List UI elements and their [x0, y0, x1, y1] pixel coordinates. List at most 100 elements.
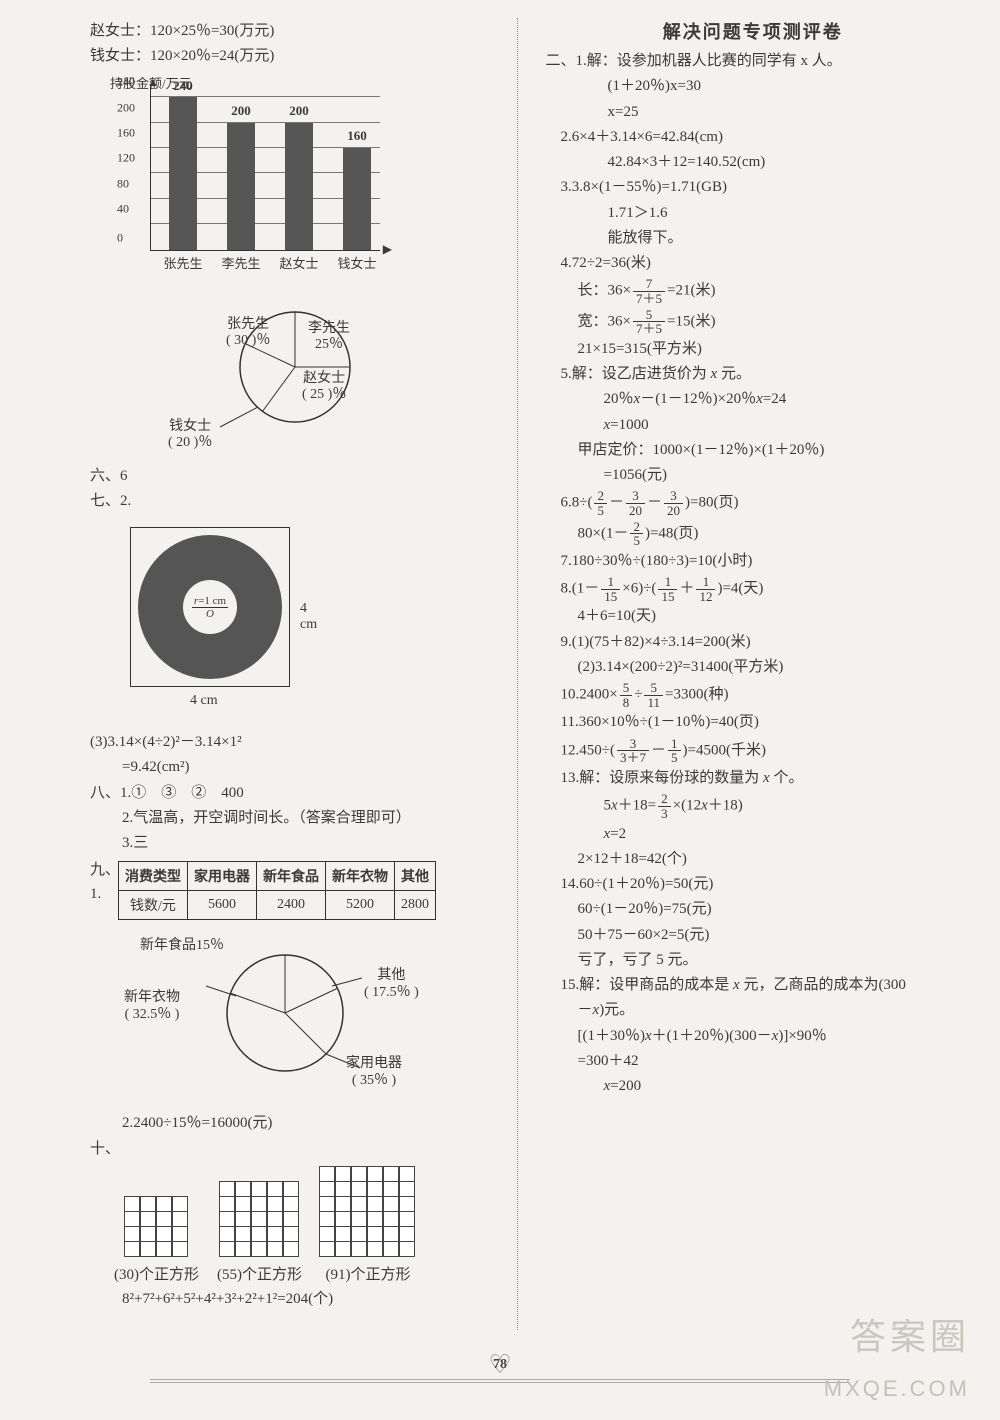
bar-ytick: 40 [117, 202, 129, 217]
r-line: 二、1.解：设参加机器人比赛的同学有 x 人。 [546, 50, 961, 73]
r-line: 1.71＞1.6 [578, 202, 961, 225]
bar [169, 97, 197, 249]
pie2-label-food: 新年食品15％ [140, 938, 224, 955]
grid-caption: (55)个正方形 [217, 1263, 302, 1284]
bar-ytick: 80 [117, 176, 129, 191]
bar-xtick: 李先生 [211, 253, 271, 272]
r-line: =300＋42 [578, 1050, 961, 1073]
r-frac-line: 80×(1－25)=48(页) [578, 520, 961, 548]
table-cell: 2800 [395, 891, 436, 920]
r-line: 3.3.8×(1－55％)=1.71(GB) [546, 176, 961, 199]
pie1-label-zhang: 张先生( 30 )％ [226, 317, 270, 351]
pie1-label-zhao: 赵女士( 25 )％ [302, 371, 346, 405]
section-seven: 七、2. [90, 490, 505, 513]
grid-4: (30)个正方形 [114, 1197, 199, 1284]
pie1-label-qian: 钱女士( 20 )％ [168, 419, 212, 453]
r-line: 11.360×10％÷(1－10％)=40(页) [546, 711, 961, 734]
bar-chart: 持股金额/万元 ▲ ▶ 0 40 80 120 160 [110, 75, 390, 275]
pie-chart-1: 张先生( 30 )％ 李先生25％ 赵女士( 25 )％ 钱女士( 20 )％ [130, 287, 410, 457]
bar-ytick: 0 [117, 230, 123, 245]
seven-3b: =9.42(cm²) [122, 756, 505, 779]
r-line: 50＋75－60×2=5(元) [578, 924, 961, 947]
right-title: 解决问题专项测评卷 [546, 18, 961, 44]
table-header: 家用电器 [188, 862, 257, 891]
grid-6: (91)个正方形 [320, 1167, 416, 1284]
bar-value: 160 [337, 128, 377, 144]
grid-5: (55)个正方形 [217, 1182, 302, 1284]
ten-formula: 8²+7²+6²+5²+4²+3²+2²+1²=204(个) [122, 1288, 505, 1311]
r-frac-line: 10.2400×58÷511=3300(种) [546, 681, 961, 709]
page-number: ♡ 78 [488, 1352, 511, 1394]
r-line: 亏了，亏了 5 元。 [578, 949, 961, 972]
r-line: x=2 [604, 823, 961, 846]
seven-3a: (3)3.14×(4÷2)²－3.14×1² [90, 731, 505, 754]
intro-line-1: 赵女士：120×25％=30(万元) [90, 20, 505, 43]
pie2-label-other: 其他( 17.5％ ) [364, 968, 419, 1002]
table-header: 新年食品 [257, 862, 326, 891]
donut-side-label: 4 cm [300, 601, 317, 633]
bar-grid: ▲ ▶ 0 40 80 120 160 200 240 [150, 85, 380, 251]
bar-xtick: 张先生 [153, 253, 213, 272]
bar [343, 148, 371, 249]
r-line: x=25 [578, 101, 961, 124]
bar-xtick: 赵女士 [269, 253, 329, 272]
r-line: 甲店定价：1000×(1－12％)×(1＋20％) [578, 439, 961, 462]
expense-table: 消费类型 家用电器 新年食品 新年衣物 其他 钱数/元 5600 2400 52… [118, 861, 436, 920]
eight-1: 八、1.① ③ ② 400 [90, 782, 505, 805]
nine-2: 2.2400÷15％=16000(元) [122, 1112, 505, 1135]
donut-center: r=1 cm O [183, 580, 237, 634]
table-header: 其他 [395, 862, 436, 891]
grid-caption: (91)个正方形 [326, 1263, 411, 1284]
r-line: 20％x－(1－12％)×20％x=24 [604, 388, 961, 411]
r-line: [(1＋30％)x＋(1＋20％)(300－x)]×90％ [578, 1025, 961, 1048]
r-line: －x)元。 [578, 999, 961, 1022]
r-line: 60÷(1－20％)=75(元) [578, 898, 961, 921]
r-line: 5.解：设乙店进货价为 x 元。 [546, 363, 961, 386]
pie2-label-cloth: 新年衣物( 32.5％ ) [124, 990, 180, 1024]
r-line: 能放得下。 [578, 227, 961, 250]
watermark-text: 答案圈 [850, 1308, 970, 1360]
donut-bottom-label: 4 cm [190, 693, 218, 709]
arrow-up-icon: ▲ [147, 75, 159, 90]
r-line: =1056(元) [604, 464, 961, 487]
bar [285, 123, 313, 250]
watermark-url: MXQE.COM [824, 1376, 970, 1402]
left-column: 赵女士：120×25％=30(万元) 钱女士：120×20％=24(万元) 持股… [90, 18, 518, 1330]
section-ten: 十、 [90, 1138, 505, 1161]
eight-2: 2.气温高，开空调时间长。（答案合理即可） [122, 807, 505, 830]
r-line: (1＋20％)x=30 [578, 75, 961, 98]
r-line: (2)3.14×(200÷2)²=31400(平方米) [578, 656, 961, 679]
page-number-text: 78 [488, 1357, 511, 1373]
r-line: 13.解：设原来每份球的数量为 x 个。 [546, 767, 961, 790]
table-cell: 钱数/元 [119, 891, 188, 920]
bar-value: 200 [221, 103, 261, 119]
right-column: 解决问题专项测评卷 二、1.解：设参加机器人比赛的同学有 x 人。 (1＋20％… [540, 18, 961, 1330]
r-line: 15.解：设甲商品的成本是 x 元，乙商品的成本为(300 [546, 974, 961, 997]
bar-ytick: 200 [117, 100, 135, 115]
bar-value: 240 [163, 78, 203, 94]
section-nine: 九、1. [90, 859, 118, 906]
r-line: 2×12＋18=42(个) [578, 848, 961, 871]
r-frac-line: 长：36×77＋5=21(米) [578, 277, 961, 305]
r-line: 9.(1)(75＋82)×4÷3.14=200(米) [546, 631, 961, 654]
square-grids: (30)个正方形 (55)个正方形 (91)个正方形 [114, 1167, 505, 1284]
r-line: 4.72÷2=36(米) [546, 252, 961, 275]
r-frac-line: 5x＋18=23×(12x＋18) [604, 792, 961, 820]
table-header: 新年衣物 [326, 862, 395, 891]
intro-line-2: 钱女士：120×20％=24(万元) [90, 45, 505, 68]
r-line: 14.60÷(1＋20％)=50(元) [546, 873, 961, 896]
r-line: 4＋6=10(天) [578, 605, 961, 628]
table-cell: 5200 [326, 891, 395, 920]
table-cell: 5600 [188, 891, 257, 920]
table-cell: 2400 [257, 891, 326, 920]
r-frac-line: 6.8÷(25－320－320)=80(页) [546, 489, 961, 517]
r-line: 7.180÷30％÷(180÷3)=10(小时) [546, 550, 961, 573]
r-line: 21×15=315(平方米) [578, 338, 961, 361]
pie1-label-li: 李先生25％ [308, 321, 350, 355]
bar-ytick: 120 [117, 151, 135, 166]
grid-caption: (30)个正方形 [114, 1263, 199, 1284]
r-line: x=200 [604, 1075, 961, 1098]
pie-chart-2: 新年食品15％ 新年衣物( 32.5％ ) 其他( 17.5％ ) 家用电器( … [110, 928, 430, 1108]
bar-xtick: 钱女士 [327, 253, 387, 272]
r-line: 2.6×4＋3.14×6=42.84(cm) [546, 126, 961, 149]
